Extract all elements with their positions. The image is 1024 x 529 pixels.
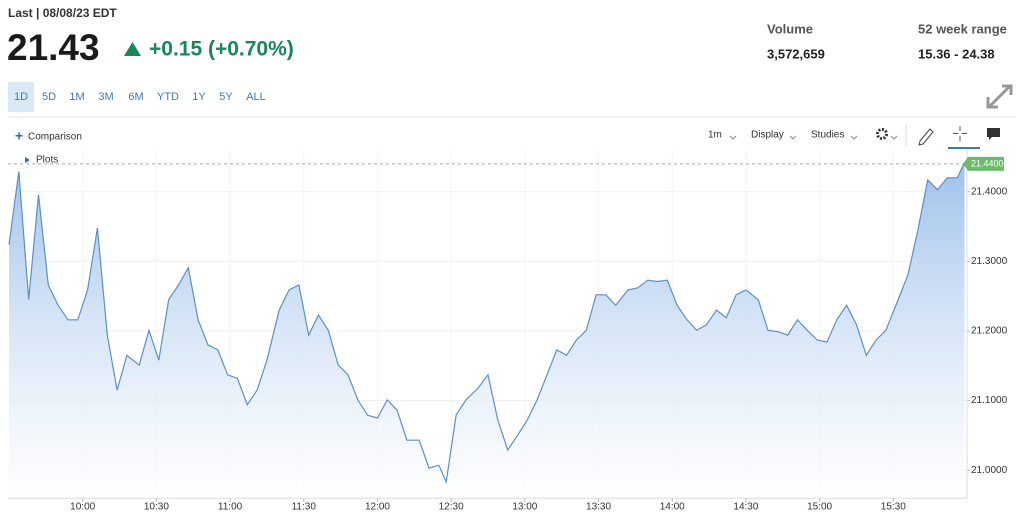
range-selected: [8, 82, 34, 112]
comparison[interactable]: Comparison: [28, 132, 82, 143]
range-button[interactable]: 1Y: [192, 91, 206, 103]
price-line: [8, 162, 966, 485]
y-tick-label: 21.3000: [971, 256, 1008, 267]
x-tick-label: 10:00: [70, 502, 95, 513]
range-button[interactable]: 5D: [42, 91, 56, 103]
x-tick-label: 14:30: [733, 502, 758, 513]
expand-icon[interactable]: [986, 84, 1013, 109]
area-fill: [9, 162, 965, 498]
range-button[interactable]: 6M: [128, 91, 143, 103]
plots[interactable]: Plots: [36, 155, 58, 166]
x-tick-label: 15:30: [881, 502, 906, 513]
y-tick-label: 21.0000: [971, 465, 1008, 476]
plots-icon[interactable]: [25, 157, 30, 163]
y-tick-label: 21.1000: [971, 395, 1008, 406]
crosshair-icon[interactable]: [953, 126, 967, 141]
stat-label: Volume: [767, 21, 813, 36]
range-button[interactable]: 3M: [98, 91, 113, 103]
chevrons: [729, 135, 898, 140]
change: +0.15 (+0.70%): [149, 38, 294, 61]
last-price-box: [963, 156, 1004, 171]
x-tick-label: 12:00: [365, 502, 390, 513]
y-tick-label: 21.2000: [971, 326, 1008, 337]
stat-value: 3,572,659: [767, 46, 825, 61]
x-tick-label: 12:30: [439, 502, 464, 513]
last-label: Last | 08/08/23 EDT: [8, 6, 117, 20]
range-button[interactable]: 1D: [14, 91, 28, 103]
stat-value: 15.36 - 24.38: [918, 46, 995, 61]
stat-label: 52 week range: [918, 21, 1007, 36]
price: 21.43: [7, 27, 100, 68]
up-arrow: [124, 42, 141, 56]
last-price-label: 21.4400: [971, 158, 1004, 168]
range-button[interactable]: ALL: [246, 91, 266, 103]
x-tick-label: 11:30: [292, 502, 317, 513]
comment-icon[interactable]: [987, 128, 1000, 140]
display[interactable]: Display: [751, 130, 784, 141]
x-tick-label: 13:30: [586, 502, 611, 513]
plus-icon[interactable]: +: [15, 128, 23, 144]
range-button[interactable]: YTD: [157, 91, 179, 103]
range-button[interactable]: 1M: [69, 91, 84, 103]
gear-icon[interactable]: [876, 128, 888, 140]
pencil-icon[interactable]: [918, 128, 934, 146]
x-tick-label: 15:00: [807, 502, 832, 513]
y-tick-label: 21.4000: [971, 186, 1008, 197]
studies[interactable]: Studies: [811, 130, 844, 141]
range-button[interactable]: 5Y: [219, 91, 233, 103]
x-tick-label: 14:00: [660, 502, 685, 513]
interval[interactable]: 1m: [708, 130, 722, 141]
x-tick-label: 13:00: [512, 502, 537, 513]
x-tick-label: 11:00: [218, 502, 243, 513]
x-tick-label: 10:30: [144, 502, 169, 513]
